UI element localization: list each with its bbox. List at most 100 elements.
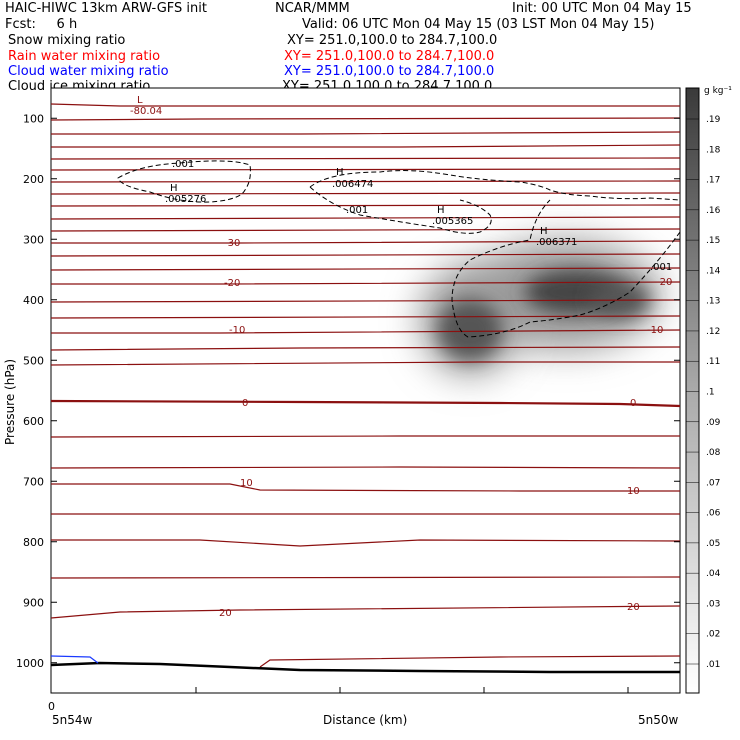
colorbar-tick-label: .07: [706, 478, 720, 488]
colorbar-tick-label: .05: [706, 539, 720, 549]
y-tick-label: 900: [23, 596, 44, 609]
y-tick-label: 100: [23, 112, 44, 125]
temp-label-20b: 20: [627, 602, 640, 613]
colorbar-tick-label: .14: [706, 266, 721, 276]
low-marker-value: -80.04: [130, 106, 162, 117]
temperature-contour: [51, 267, 680, 271]
colorbar-tick-label: .09: [706, 418, 721, 428]
forecast-hour: Fcst: 6 h: [5, 17, 78, 32]
temperature-contour: [51, 117, 680, 121]
temp-label-m30: -30: [224, 238, 240, 249]
temperature-contour: [51, 228, 680, 232]
colorbar-tick-label: .16: [706, 206, 721, 216]
colorbar-tick-label: .13: [706, 297, 720, 307]
temperature-contour: [51, 192, 680, 195]
colorbar-tick-label: .04: [706, 569, 721, 579]
temperature-contour: [51, 281, 680, 285]
temperature-contour: [51, 180, 680, 183]
plot-frame: [50, 87, 681, 694]
y-tick-label: 500: [23, 354, 44, 367]
high-marker-1: H: [170, 183, 178, 194]
high-marker-3: H: [437, 205, 445, 216]
y-tick-label: 800: [23, 536, 44, 549]
colorbar-tick-label: .15: [706, 236, 720, 246]
field-label-rain: Rain water mixing ratio: [8, 49, 161, 64]
field-xy-rain: XY= 251.0,100.0 to 284.7,100.0: [284, 49, 495, 64]
temperature-contour: [259, 655, 680, 668]
temperature-contour: [51, 483, 680, 492]
colorbar: [685, 87, 700, 694]
y-tick-label: 600: [23, 415, 44, 428]
field-xy-cloud-water: XY= 251.0,100.0 to 284.7,100.0: [284, 64, 495, 79]
temperature-contour: [51, 329, 680, 334]
org-label: NCAR/MMM: [275, 1, 350, 16]
ice-contour-labels: .001 .001 .001: [172, 159, 672, 273]
high-marker-4-value: .006371: [536, 237, 577, 248]
temperature-contour: [51, 576, 680, 579]
freezing-level-contour: [51, 399, 680, 408]
temp-contour-labels: -30 -20 -20 -10 -10 0 0 10 10 20 20: [219, 238, 672, 619]
temperature-contour: [51, 299, 680, 303]
field-label-snow: Snow mixing ratio: [8, 33, 126, 48]
colorbar-tick-label: .02: [706, 630, 720, 640]
x-axis-label: Distance (km): [323, 713, 407, 727]
x-right-label: 5n50w: [638, 713, 679, 727]
temp-label-m10b: -10: [647, 325, 663, 336]
temperature-contour: [51, 216, 680, 220]
temp-label-20a: 20: [219, 608, 232, 619]
temp-label-10b: 10: [627, 486, 640, 497]
colorbar-tick-label: .17: [706, 176, 720, 186]
temp-label-10a: 10: [240, 478, 253, 489]
temperature-contour: [51, 157, 680, 160]
high-marker-2-value: .006474: [332, 179, 373, 190]
x-zero-label: 0: [48, 700, 55, 713]
field-xy-snow: XY= 251.0,100.0 to 284.7,100.0: [287, 33, 498, 48]
colorbar-unit: g kg⁻¹: [704, 86, 732, 96]
y-tick-label: 200: [23, 173, 44, 186]
extrema-markers: L -80.04 H .005276 H .006474 H .005365 H…: [130, 95, 577, 248]
colorbar-tick-label: .1: [706, 388, 715, 398]
cloud-ice-contours: [117, 160, 680, 338]
temp-label-0b: 0: [630, 398, 636, 409]
colorbar-tick-label: .19: [706, 115, 721, 125]
surface-line: [51, 661, 680, 674]
temperature-contour: [51, 435, 680, 438]
colorbar-tick-label: .11: [706, 357, 720, 367]
low-marker: L: [137, 95, 143, 106]
ice-label-1: .001: [172, 159, 194, 170]
temperature-contour: [51, 346, 680, 351]
y-tick-label: 1000: [16, 657, 44, 670]
ice-label-3: .001: [650, 262, 672, 273]
colorbar-tick-label: .06: [706, 509, 721, 519]
temperature-contour: [51, 144, 680, 148]
temp-label-0a: 0: [242, 398, 248, 409]
temperature-contour: [51, 204, 680, 207]
colorbar-tick-label: .08: [706, 448, 721, 458]
temperature-contour: [51, 240, 680, 244]
init-time: Init: 00 UTC Mon 04 May 15: [512, 1, 692, 16]
colorbar-tick-label: .03: [706, 599, 720, 609]
x-left-label: 5n54w: [52, 713, 93, 727]
temperature-contour: [51, 131, 680, 135]
high-marker-1-value: .005276: [165, 194, 206, 205]
temperature-contour: [51, 103, 680, 107]
temperature-contour: [51, 605, 680, 619]
temp-label-m20b: -20: [656, 277, 672, 288]
y-tick-label: 400: [23, 294, 44, 307]
temperature-contour: [51, 253, 680, 257]
colorbar-tick-label: .18: [706, 145, 721, 155]
colorbar-tick-label: .01: [706, 660, 720, 670]
temperature-contour: [51, 539, 680, 547]
temperature-contour: [51, 361, 680, 366]
temp-label-m20a: -20: [224, 278, 240, 289]
y-tick-label: 700: [23, 475, 44, 488]
y-tick-label: 300: [23, 233, 44, 246]
temperature-contour: [51, 466, 680, 469]
high-marker-4: H: [540, 226, 548, 237]
temperature-contour: [51, 168, 680, 171]
high-marker-2: H: [336, 167, 344, 178]
temp-label-m10a: -10: [229, 325, 245, 336]
high-marker-3-value: .005365: [432, 216, 473, 227]
colorbar-tick-label: .12: [706, 327, 720, 337]
